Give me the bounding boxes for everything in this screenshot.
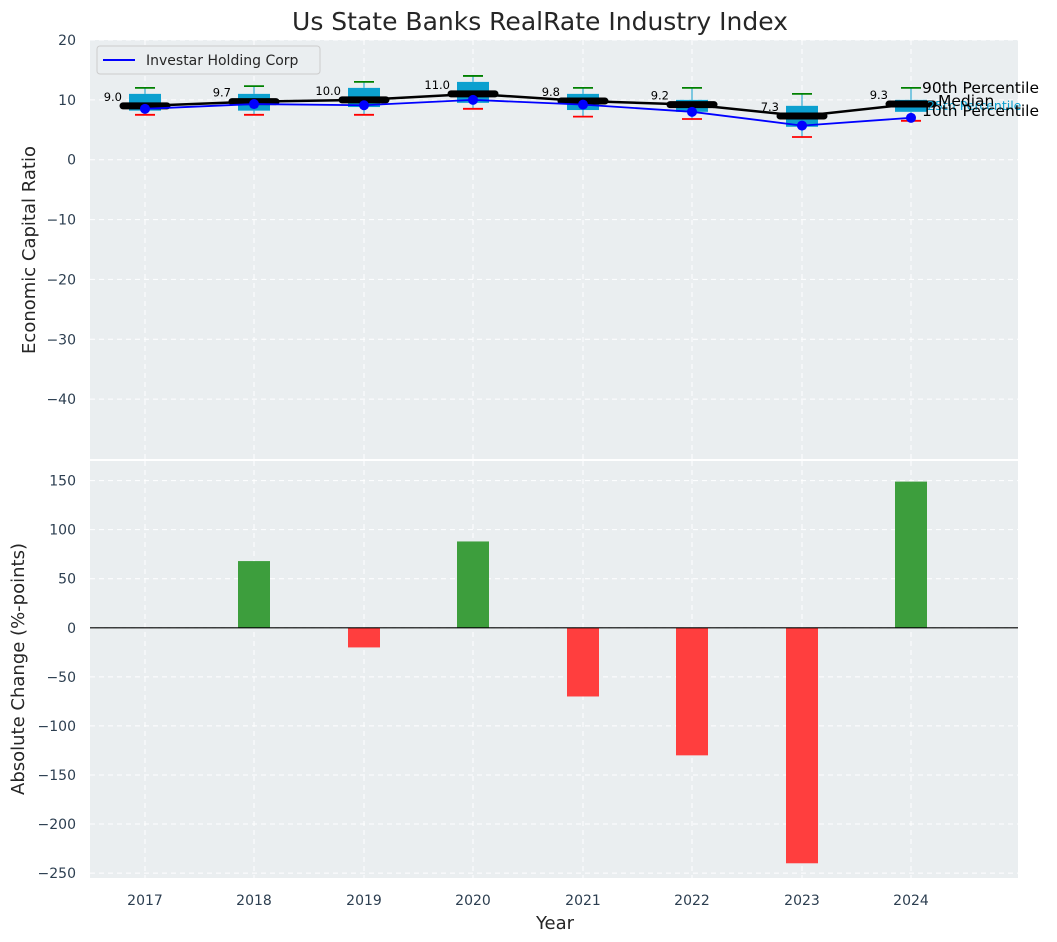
legend-frame xyxy=(96,45,321,75)
change-bar-2020 xyxy=(457,541,489,628)
top-y-tick: 10 xyxy=(58,93,76,109)
top-series-lines xyxy=(140,92,916,131)
bottom-y-tick: −100 xyxy=(38,719,76,735)
top-y-tick: 20 xyxy=(58,33,76,49)
bottom-y-tick-labels: 150 100 50 0 −50 −100 −150 −200 −250 xyxy=(38,474,76,882)
top-y-tick: 0 xyxy=(67,153,76,169)
median-label-2018: 9.7 xyxy=(213,86,231,100)
x-tick-2021: 2021 xyxy=(565,893,601,909)
median-label-2019: 10.0 xyxy=(315,84,341,98)
x-tick-2023: 2023 xyxy=(784,893,820,909)
annotation-median: Median xyxy=(938,92,994,110)
change-bar-2018 xyxy=(238,561,270,628)
median-value-labels: 9.0 9.7 10.0 11.0 9.8 9.2 7.3 9.3 xyxy=(104,78,888,114)
bottom-y-tick: −250 xyxy=(38,866,76,882)
median-label-2022: 9.2 xyxy=(651,89,669,103)
median-label-2020: 11.0 xyxy=(424,78,450,92)
bottom-y-axis-label: Absolute Change (%-points) xyxy=(8,543,29,795)
median-line xyxy=(144,92,912,118)
median-label-2017: 9.0 xyxy=(104,90,122,104)
change-bar-2023 xyxy=(786,627,818,864)
legend-label: Investar Holding Corp xyxy=(146,53,299,69)
annotation-10th: 10th Percentile xyxy=(922,102,1039,120)
median-label-2023: 7.3 xyxy=(761,100,779,114)
bottom-y-tick: −200 xyxy=(38,817,76,833)
change-bar-2024 xyxy=(895,481,927,628)
x-tick-2022: 2022 xyxy=(674,893,710,909)
x-tick-2019: 2019 xyxy=(346,893,382,909)
chart-title: Us State Banks RealRate Industry Index xyxy=(292,7,788,36)
company-line xyxy=(144,98,912,127)
bottom-y-tick: 150 xyxy=(49,474,76,490)
median-label-2021: 9.8 xyxy=(542,85,560,99)
bottom-y-tick: 0 xyxy=(67,621,76,637)
median-label-2024: 9.3 xyxy=(870,88,888,102)
top-y-tick: −20 xyxy=(46,272,76,288)
bottom-y-tick: −50 xyxy=(46,670,76,686)
bottom-plot-area xyxy=(90,461,1018,878)
x-tick-labels: 2017 2018 2019 2020 2021 2022 2023 2024 xyxy=(127,893,929,909)
change-bar-2021 xyxy=(567,627,599,697)
legend: Investar Holding Corp xyxy=(96,45,321,75)
bottom-y-tick: −150 xyxy=(38,768,76,784)
top-y-tick: −30 xyxy=(46,332,76,348)
company-point-2023 xyxy=(797,120,807,131)
x-axis-label: Year xyxy=(535,913,575,934)
company-point-2017 xyxy=(140,103,150,114)
company-point-2022 xyxy=(687,106,697,117)
change-bar-2019 xyxy=(348,627,380,648)
x-tick-2017: 2017 xyxy=(127,893,163,909)
company-point-2018 xyxy=(249,99,259,110)
top-y-tick: −10 xyxy=(46,213,76,229)
x-tick-2020: 2020 xyxy=(455,893,491,909)
bottom-y-tick: 100 xyxy=(49,523,76,539)
company-point-2020 xyxy=(468,94,478,105)
company-point-2019 xyxy=(359,100,369,111)
company-point-2021 xyxy=(578,99,588,110)
top-y-axis-label: Economic Capital Ratio xyxy=(19,146,40,354)
bottom-y-tick: 50 xyxy=(58,572,76,588)
x-tick-2018: 2018 xyxy=(236,893,272,909)
annotation-90th: 90th Percentile xyxy=(922,79,1039,97)
x-tick-2024: 2024 xyxy=(893,893,929,909)
top-y-tick: −40 xyxy=(46,392,76,408)
bottom-bars xyxy=(238,481,927,864)
annotation-25th: 25th Percentile xyxy=(927,98,1022,113)
top-y-tick-labels: 20 10 0 −10 −20 −30 −40 xyxy=(46,33,76,408)
company-point-2024 xyxy=(906,112,916,123)
change-bar-2022 xyxy=(676,627,708,756)
